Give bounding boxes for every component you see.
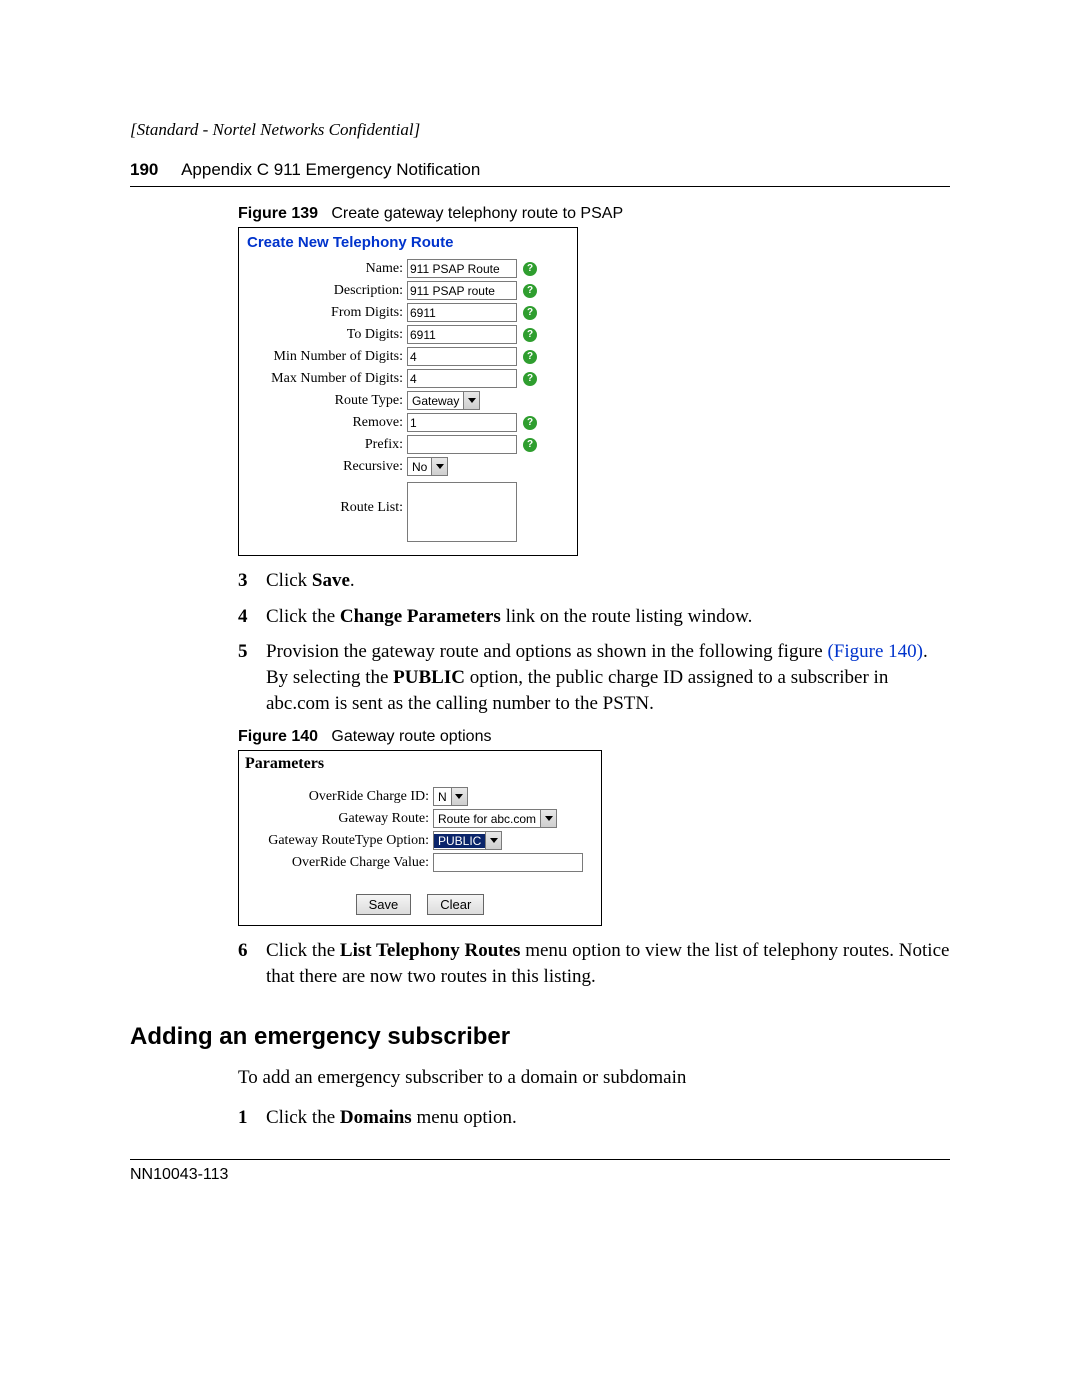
override-charge-value-input[interactable] xyxy=(433,853,583,872)
help-icon[interactable]: ? xyxy=(523,350,537,364)
footer-doc-id: NN10043-113 xyxy=(130,1166,950,1184)
chevron-down-icon[interactable] xyxy=(485,832,501,849)
step-4: 4 Click the Change Parameters link on th… xyxy=(238,604,950,630)
appendix-title: Appendix C 911 Emergency Notification xyxy=(181,160,480,179)
min-digits-input[interactable] xyxy=(407,347,517,366)
help-icon[interactable]: ? xyxy=(523,328,537,342)
button-row: Save Clear xyxy=(245,894,595,915)
steps-group-b: 6 Click the List Telephony Routes menu o… xyxy=(238,938,950,989)
prefix-input[interactable] xyxy=(407,435,517,454)
route-list-box[interactable] xyxy=(407,482,517,542)
name-input[interactable] xyxy=(407,259,517,278)
step-6: 6 Click the List Telephony Routes menu o… xyxy=(238,938,950,989)
save-button[interactable]: Save xyxy=(356,894,412,915)
description-label: Description: xyxy=(247,283,407,299)
figure139-panel: Create New Telephony Route Name: ? Descr… xyxy=(238,227,578,556)
create-route-title: Create New Telephony Route xyxy=(247,234,569,251)
override-charge-value-label: OverRide Charge Value: xyxy=(245,855,433,871)
description-input[interactable] xyxy=(407,281,517,300)
step-5: 5 Provision the gateway route and option… xyxy=(238,639,950,716)
gateway-routetype-option-label: Gateway RouteType Option: xyxy=(245,833,433,849)
help-icon[interactable]: ? xyxy=(523,372,537,386)
figure-link[interactable]: (Figure 140) xyxy=(827,641,923,662)
to-digits-input[interactable] xyxy=(407,325,517,344)
from-digits-input[interactable] xyxy=(407,303,517,322)
page: [Standard - Nortel Networks Confidential… xyxy=(0,0,1080,1244)
remove-input[interactable] xyxy=(407,413,517,432)
figure140-caption: Figure 140 Gateway route options xyxy=(238,728,950,746)
chevron-down-icon[interactable] xyxy=(540,810,556,827)
chevron-down-icon[interactable] xyxy=(463,392,479,409)
route-type-select[interactable]: Gateway xyxy=(407,391,480,410)
step-1: 1 Click the Domains menu option. xyxy=(238,1105,950,1131)
steps-group-c: 1 Click the Domains menu option. xyxy=(238,1105,950,1131)
page-header: 190 Appendix C 911 Emergency Notificatio… xyxy=(130,160,950,180)
section-heading: Adding an emergency subscriber xyxy=(130,1023,950,1051)
name-label: Name: xyxy=(247,261,407,277)
route-list-label: Route List: xyxy=(247,482,407,516)
step-3: 3 Click Save. xyxy=(238,568,950,594)
help-icon[interactable]: ? xyxy=(523,438,537,452)
help-icon[interactable]: ? xyxy=(523,416,537,430)
steps-group-a: 3 Click Save. 4 Click the Change Paramet… xyxy=(238,568,950,716)
header-rule xyxy=(130,186,950,187)
figure139-caption: Figure 139 Create gateway telephony rout… xyxy=(238,205,950,223)
max-digits-input[interactable] xyxy=(407,369,517,388)
parameters-title: Parameters xyxy=(245,755,595,773)
chevron-down-icon[interactable] xyxy=(451,788,467,805)
help-icon[interactable]: ? xyxy=(523,284,537,298)
recursive-label: Recursive: xyxy=(247,459,407,475)
recursive-select[interactable]: No xyxy=(407,457,448,476)
max-digits-label: Max Number of Digits: xyxy=(247,371,407,387)
chevron-down-icon[interactable] xyxy=(431,458,447,475)
prefix-label: Prefix: xyxy=(247,437,407,453)
gateway-route-label: Gateway Route: xyxy=(245,811,433,827)
figure140-panel: Parameters OverRide Charge ID: N Gateway… xyxy=(238,750,602,926)
route-type-label: Route Type: xyxy=(247,393,407,409)
help-icon[interactable]: ? xyxy=(523,262,537,276)
clear-button[interactable]: Clear xyxy=(427,894,484,915)
page-number: 190 xyxy=(130,160,158,179)
override-charge-id-label: OverRide Charge ID: xyxy=(245,789,433,805)
footer-rule xyxy=(130,1159,950,1160)
override-charge-id-select[interactable]: N xyxy=(433,787,468,806)
help-icon[interactable]: ? xyxy=(523,306,537,320)
gateway-routetype-option-select[interactable]: PUBLIC xyxy=(433,831,502,850)
from-digits-label: From Digits: xyxy=(247,305,407,321)
remove-label: Remove: xyxy=(247,415,407,431)
gateway-route-select[interactable]: Route for abc.com xyxy=(433,809,557,828)
to-digits-label: To Digits: xyxy=(247,327,407,343)
min-digits-label: Min Number of Digits: xyxy=(247,349,407,365)
confidential-header: [Standard - Nortel Networks Confidential… xyxy=(130,120,950,140)
section-intro: To add an emergency subscriber to a doma… xyxy=(238,1067,950,1089)
